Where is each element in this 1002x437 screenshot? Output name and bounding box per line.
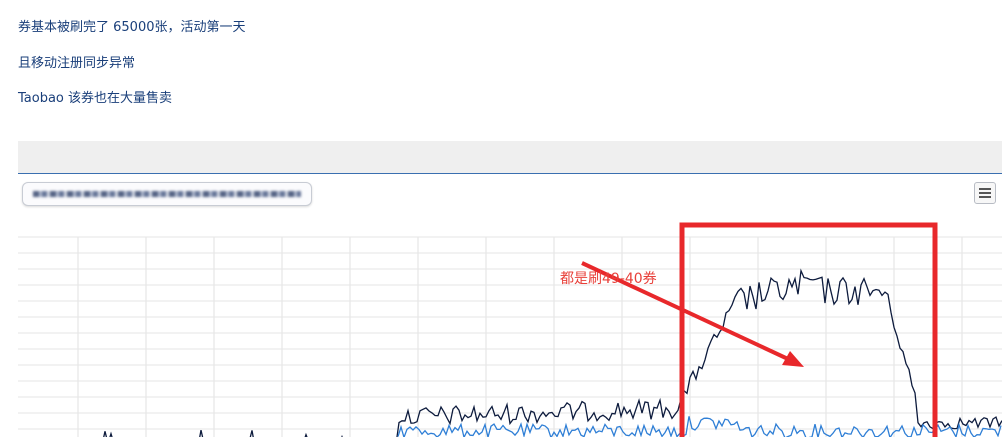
hamburger-menu-icon xyxy=(979,192,991,194)
annotation-label: 都是刷49-40券 xyxy=(560,271,657,287)
annotation-arrow xyxy=(581,261,789,361)
hamburger-menu-icon xyxy=(979,196,991,198)
legend-blurred-entries xyxy=(33,191,301,197)
note-line-2: 且移动注册同步异常 xyxy=(18,56,136,71)
series-line-dark xyxy=(103,268,1002,437)
highlight-box xyxy=(679,222,938,437)
annotation-arrow-head xyxy=(782,351,804,367)
line-chart: 都是刷49-40券 xyxy=(18,222,1002,437)
chart-panel: 都是刷49-40券 xyxy=(18,141,1002,437)
note-line-3: Taobao 该券也在大量售卖 xyxy=(18,91,173,106)
chart-header-bar xyxy=(18,141,1002,174)
hamburger-menu-icon xyxy=(979,188,991,190)
note-line-1: 券基本被刷完了 65000张，活动第一天 xyxy=(18,20,246,35)
chart-grid xyxy=(18,236,1002,437)
chart-legend[interactable] xyxy=(22,182,312,206)
series-line-blue xyxy=(397,416,1002,437)
chart-menu-button[interactable] xyxy=(974,182,996,204)
